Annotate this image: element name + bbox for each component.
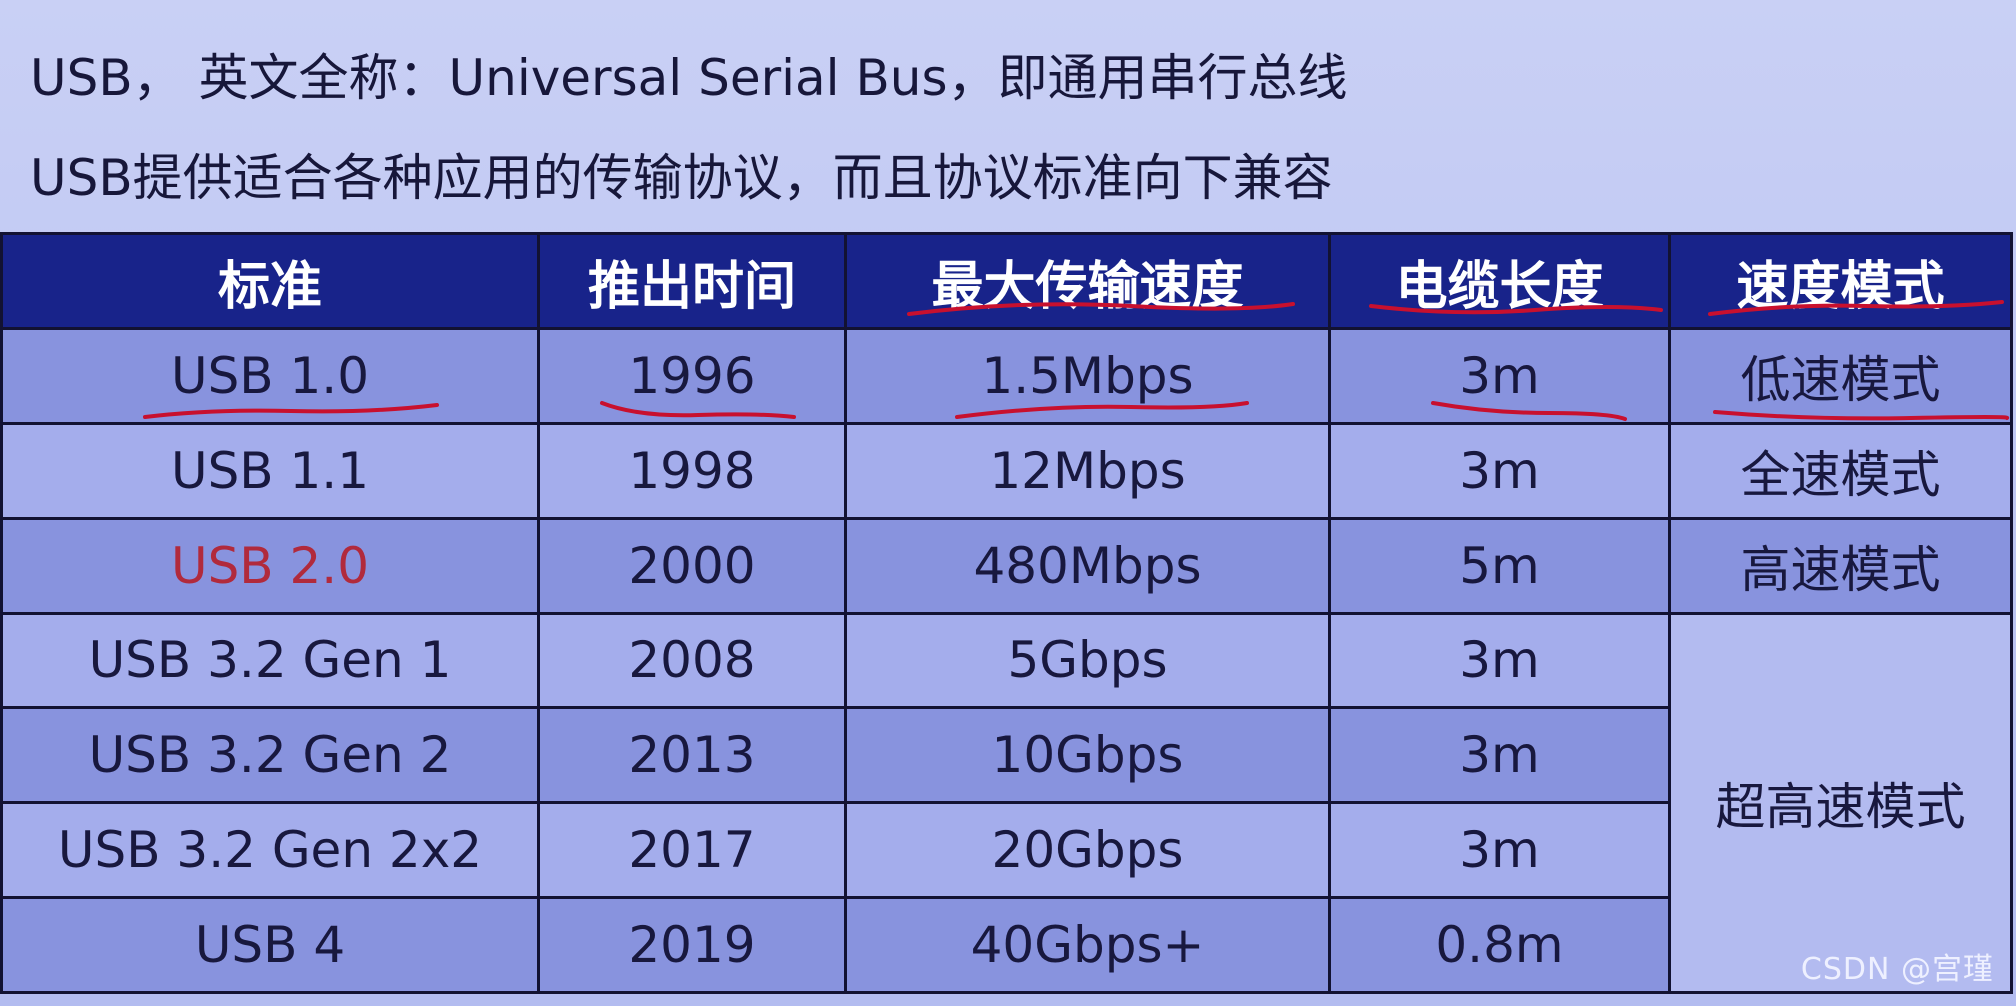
- table-row: USB 3.2 Gen 2x2 2017 20Gbps 3m: [0, 801, 2012, 900]
- cell-speed: 20Gbps: [844, 801, 1331, 900]
- cell-year: 2019: [537, 896, 847, 994]
- cell-cable: 5m: [1328, 516, 1671, 615]
- cell-standard: USB 3.2 Gen 1: [0, 611, 540, 710]
- cell-mode: 低速模式: [1668, 327, 2013, 425]
- usb-standards-table: 标准 推出时间 最大传输速度 电缆长度 速度模式: [0, 232, 2013, 995]
- header-standard: 标准: [0, 232, 540, 330]
- cell-mode-merged: 超高速模式: [1668, 611, 2013, 995]
- cell-year: 1996: [537, 327, 847, 425]
- cell-cable: 3m: [1328, 801, 1671, 900]
- cell-speed: 5Gbps: [844, 611, 1331, 710]
- underline-annotation: [955, 400, 1250, 419]
- cell-cable: 0.8m: [1328, 896, 1671, 994]
- cell-speed: 40Gbps+: [844, 896, 1331, 994]
- cell-cable: 3m: [1328, 421, 1671, 520]
- header-max-speed: 最大传输速度: [844, 232, 1331, 330]
- underline-annotation: [1712, 409, 2009, 421]
- cell-cable: 3m: [1328, 706, 1671, 805]
- cell-year: 2008: [537, 611, 847, 710]
- cell-year: 2013: [537, 706, 847, 805]
- cell-cable: 3m: [1328, 611, 1671, 710]
- cell-standard: USB 1.1: [0, 421, 540, 520]
- cell-speed: 480Mbps: [844, 516, 1331, 615]
- table-row: USB 2.0 2000 480Mbps 5m 高速模式: [0, 516, 2013, 615]
- cell-standard: USB 1.0: [0, 327, 540, 425]
- table-row: USB 1.1 1998 12Mbps 3m 全速模式: [0, 421, 2013, 520]
- underline-annotation: [142, 402, 439, 419]
- watermark-text: CSDN @宫瑾: [1800, 952, 1994, 987]
- header-release-year: 推出时间: [537, 232, 847, 330]
- cell-cable: 3m: [1328, 327, 1671, 425]
- table-row: USB 1.0 1996 1.5Mbps 3m: [0, 327, 2013, 425]
- cell-standard: USB 4: [0, 896, 540, 994]
- underline-annotation: [1708, 299, 2005, 316]
- underline-annotation: [1431, 400, 1628, 421]
- cell-speed: 1.5Mbps: [844, 327, 1331, 425]
- intro-line-1: USB， 英文全称：Universal Serial Bus，即通用串行总线: [30, 49, 1348, 107]
- underline-annotation: [600, 400, 797, 419]
- cell-year: 2000: [537, 516, 847, 615]
- table-row: USB 3.2 Gen 1 2008 5Gbps 3m 超高速模式: [0, 611, 2013, 995]
- table-row: USB 4 2019 40Gbps+ 0.8m: [0, 896, 2012, 994]
- cell-year: 2017: [537, 801, 847, 900]
- cell-speed: 10Gbps: [844, 706, 1331, 805]
- table-header-row: 标准 推出时间 最大传输速度 电缆长度 速度模式: [0, 232, 2013, 330]
- header-cable-length: 电缆长度: [1328, 232, 1671, 330]
- intro-line-2: USB提供适合各种应用的传输协议，而且协议标准向下兼容: [30, 149, 1333, 207]
- cell-mode: 全速模式: [1668, 421, 2013, 520]
- header-speed-mode: 速度模式: [1668, 232, 2013, 330]
- underline-annotation: [907, 301, 1296, 316]
- table-row: USB 3.2 Gen 2 2013 10Gbps 3m: [0, 706, 2012, 805]
- cell-standard: USB 3.2 Gen 2x2: [0, 801, 540, 900]
- usb-standards-table-container: 标准 推出时间 最大传输速度 电缆长度 速度模式: [0, 232, 2013, 995]
- cell-mode: 高速模式: [1668, 516, 2013, 615]
- cell-year: 1998: [537, 421, 847, 520]
- cell-speed: 12Mbps: [844, 421, 1331, 520]
- cell-standard: USB 2.0: [0, 516, 540, 615]
- cell-standard: USB 3.2 Gen 2: [0, 706, 540, 805]
- underline-annotation: [1369, 303, 1664, 314]
